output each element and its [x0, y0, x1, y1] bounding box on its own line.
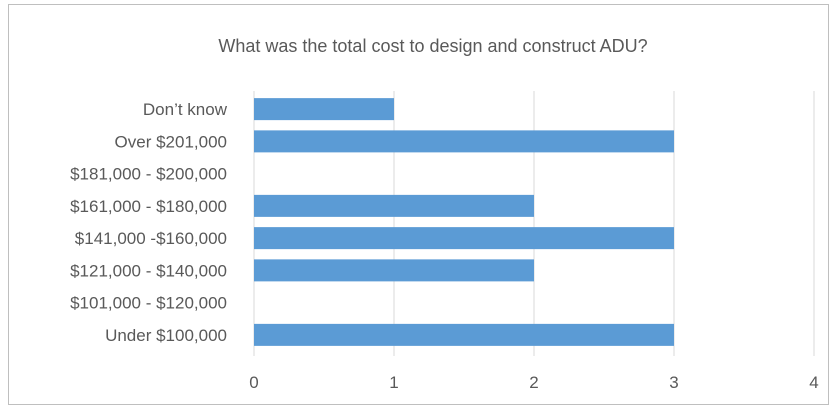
bar: [254, 227, 674, 250]
category-label: Don’t know: [143, 100, 228, 119]
x-tick-label: 0: [249, 373, 258, 392]
bar: [254, 259, 534, 282]
category-label: $141,000 -$160,000: [75, 229, 227, 248]
bar: [254, 98, 394, 121]
x-tick-label: 2: [529, 373, 538, 392]
category-label: Over $201,000: [115, 132, 227, 151]
bars: [254, 98, 674, 346]
bar: [254, 130, 674, 153]
x-tick-label: 4: [809, 373, 818, 392]
category-label: $161,000 - $180,000: [70, 197, 227, 216]
category-label: $101,000 - $120,000: [70, 294, 227, 313]
x-tick-labels: 0 1 2 3 4: [249, 373, 818, 392]
x-tick-label: 3: [669, 373, 678, 392]
bar: [254, 194, 534, 217]
category-label: $181,000 - $200,000: [70, 165, 227, 184]
x-tick-label: 1: [389, 373, 398, 392]
category-labels: Under $100,000 $101,000 - $120,000 $121,00…: [70, 100, 228, 345]
category-label: $121,000 - $140,000: [70, 261, 227, 280]
category-label: Under $100,000: [105, 326, 227, 345]
chart-title: What was the total cost to design and co…: [218, 36, 647, 56]
bar: [254, 323, 674, 346]
